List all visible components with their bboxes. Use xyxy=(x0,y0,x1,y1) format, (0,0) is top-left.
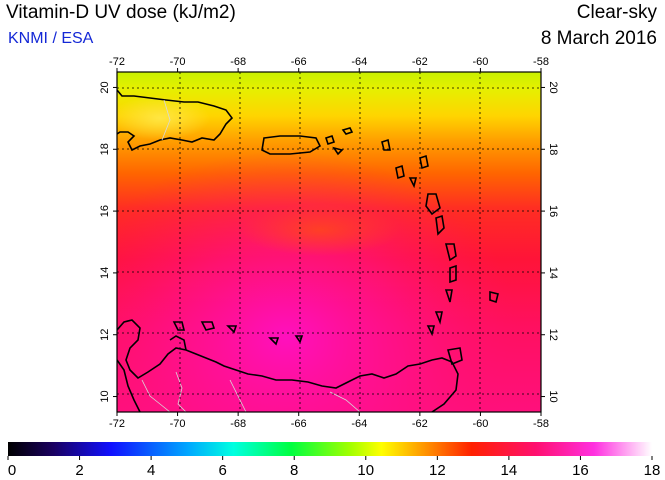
lat-tick-label-left: 16 xyxy=(99,205,111,217)
colorbar-tick-label: 18 xyxy=(644,462,661,479)
lon-tick-label-top: -68 xyxy=(230,56,246,68)
map-frame xyxy=(116,71,542,413)
sky-condition-label: Clear-sky xyxy=(576,2,657,23)
uv-field xyxy=(117,72,541,412)
lat-tick-label-left: 18 xyxy=(99,143,111,155)
lon-tick-label-top: -60 xyxy=(472,56,488,68)
lon-tick-label-bottom: -64 xyxy=(351,418,367,430)
lon-tick-label-bottom: -66 xyxy=(291,418,307,430)
organization-label: KNMI / ESA xyxy=(8,30,94,47)
date-label: 8 March 2016 xyxy=(540,28,657,49)
colorbar xyxy=(8,442,652,456)
lon-tick-label-top: -72 xyxy=(109,56,125,68)
lon-tick-label-bottom: -72 xyxy=(109,418,125,430)
lat-tick-label-right: 20 xyxy=(547,81,559,93)
colorbar-ticks: 0 2 4 6 8 10 12 14 16 18 xyxy=(7,456,661,479)
lon-tick-label-top: -58 xyxy=(533,56,549,68)
colorbar-tick-label: 10 xyxy=(357,462,374,479)
lon-tick-label-top: -66 xyxy=(291,56,307,68)
lat-tick-label-right: 14 xyxy=(547,267,559,279)
lon-tick-label-bottom: -58 xyxy=(533,418,549,430)
map-title: Vitamin-D UV dose (kJ/m2) xyxy=(6,2,236,23)
colorbar-tick-label: 16 xyxy=(572,462,589,479)
colorbar-tick-label: 0 xyxy=(8,462,16,479)
lon-tick-label-top: -62 xyxy=(412,56,428,68)
lat-tick-label-left: 14 xyxy=(99,267,111,279)
colorbar-tick-label: 4 xyxy=(147,462,155,479)
lon-tick-label-bottom: -60 xyxy=(472,418,488,430)
lat-tick-label-left: 12 xyxy=(99,329,111,341)
colorbar-tick-label: 8 xyxy=(290,462,298,479)
lat-lon-grid xyxy=(117,72,541,412)
colorbar-tick-label: 2 xyxy=(75,462,83,479)
lat-tick-label-right: 16 xyxy=(547,205,559,217)
colorbar-tick-label: 14 xyxy=(501,462,518,479)
lat-tick-label-left: 10 xyxy=(99,390,111,402)
lat-tick-label-right: 12 xyxy=(547,329,559,341)
country-borders xyxy=(141,99,361,412)
lat-tick-label-left: 20 xyxy=(99,81,111,93)
lon-tick-label-top: -70 xyxy=(170,56,186,68)
lat-tick-label-right: 10 xyxy=(547,390,559,402)
lat-tick-label-right: 18 xyxy=(547,143,559,155)
lon-tick-label-bottom: -70 xyxy=(170,418,186,430)
axis-ticks: -72 -72 -70 -70 -68 -68 -66 -66 -64 -64 -62 -62 -60 -… xyxy=(99,56,559,430)
lon-tick-label-bottom: -62 xyxy=(412,418,428,430)
lon-tick-label-top: -64 xyxy=(351,56,367,68)
colorbar-tick-label: 6 xyxy=(218,462,226,479)
lon-tick-label-bottom: -68 xyxy=(230,418,246,430)
colorbar-tick-label: 12 xyxy=(429,462,446,479)
